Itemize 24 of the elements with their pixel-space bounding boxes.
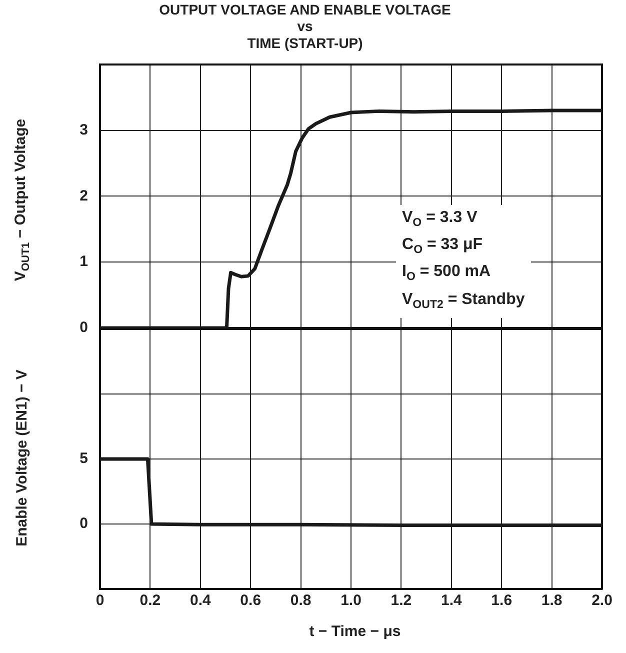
y-tick-label: 5: [80, 450, 88, 468]
x-tick-label: 0: [96, 592, 104, 610]
y-axis-title: Enable Voltage (EN1) − V: [14, 370, 30, 546]
annotation: I$_{O}$ = 500 mA: [402, 262, 492, 286]
x-tick-label: 1.8: [541, 592, 562, 610]
x-tick-label: 0.2: [140, 592, 161, 610]
x-tick-label: 0.4: [190, 592, 212, 610]
x-tick-label: 2.0: [592, 592, 612, 610]
x-tick-label: 1.4: [440, 592, 462, 610]
annotation: C$_{O}$ = 33 μF: [402, 235, 484, 258]
y-tick-label: 1: [80, 253, 88, 270]
y-tick-label: 3: [80, 121, 88, 138]
annotation: V$_{O}$ = 3.3 V: [402, 208, 478, 232]
x-tick-label: 1.0: [340, 592, 362, 610]
y-tick-label: 0: [80, 319, 88, 336]
x-tick-label: 0.6: [240, 592, 262, 610]
y-tick-label: 0: [80, 515, 88, 532]
annotation: V$_{OUT2}$ = Standby: [402, 290, 525, 313]
y-tick-label: 2: [80, 187, 88, 204]
x-tick-label: 1.6: [491, 592, 512, 610]
x-tick-label: 1.2: [390, 592, 412, 610]
x-tick-label: 0.8: [290, 592, 312, 610]
chart-title: OUTPUT VOLTAGE AND ENABLE VOLTAGE vs TIME (START-UP): [159, 1, 451, 51]
x-axis-title: t − Time − μs: [309, 623, 401, 640]
